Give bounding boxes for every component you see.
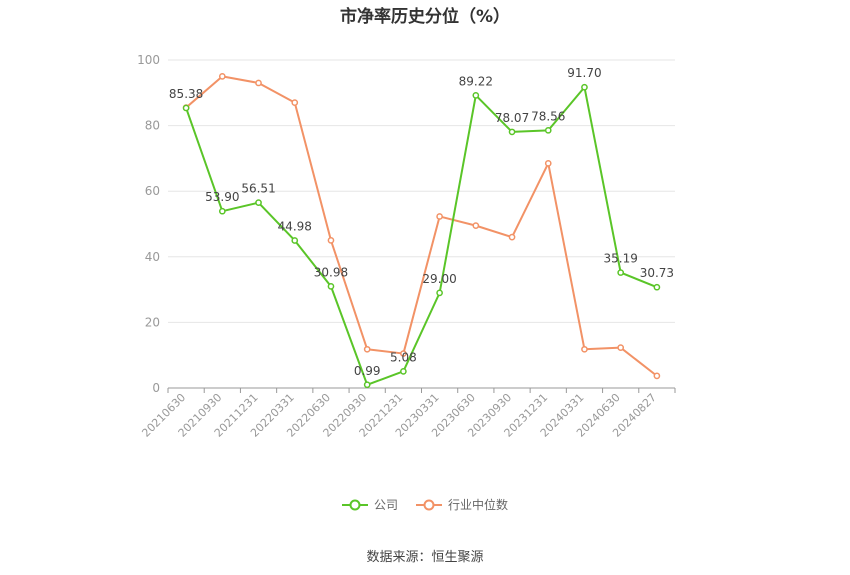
data-point-公司 <box>400 367 407 375</box>
legend-industry-median-label: 行业中位数 <box>448 498 509 512</box>
y-tick-label: 20 <box>145 315 160 329</box>
data-label: 78.07 <box>495 111 529 125</box>
chart-title: 市净率历史分位（%） <box>339 7 511 27</box>
data-point-公司 <box>472 92 480 99</box>
legend-company-label: 公司 <box>373 498 398 512</box>
data-point-公司 <box>291 237 299 244</box>
data-point-行业中位数 <box>544 159 552 167</box>
legend-company-icon <box>341 499 368 510</box>
legend-industry-median-icon <box>416 499 442 510</box>
data-label: 0.99 <box>354 364 381 378</box>
data-label: 85.38 <box>169 87 203 101</box>
data-point-公司 <box>218 207 226 215</box>
data-point-行业中位数 <box>508 233 516 241</box>
data-point-行业中位数 <box>363 345 371 353</box>
legend-item-industry-median[interactable]: 行业中位数 <box>416 496 508 513</box>
data-point-公司 <box>436 289 443 297</box>
data-point-公司 <box>581 83 588 91</box>
data-label: 30.73 <box>640 266 674 280</box>
data-label: 91.70 <box>567 66 601 80</box>
data-label: 35.19 <box>603 252 637 266</box>
y-tick-label: 100 <box>137 53 160 67</box>
data-point-公司 <box>327 283 335 290</box>
data-point-公司 <box>508 128 516 136</box>
data-point-行业中位数 <box>472 222 480 229</box>
data-label: 56.51 <box>241 182 275 196</box>
data-point-行业中位数 <box>436 213 443 220</box>
data-point-行业中位数 <box>327 237 335 244</box>
data-point-行业中位数 <box>581 345 588 353</box>
data-point-公司 <box>255 199 262 206</box>
data-label: 44.98 <box>278 219 312 233</box>
data-label: 5.08 <box>390 350 417 364</box>
series-line-行业中位数 <box>185 75 658 377</box>
data-label: 53.90 <box>205 190 239 204</box>
data-point-公司 <box>617 269 625 276</box>
data-source: 数据来源：恒生聚源 <box>366 550 484 565</box>
y-tick-label: 60 <box>145 184 160 198</box>
data-point-行业中位数 <box>400 350 407 357</box>
y-tick-label: 0 <box>152 381 160 395</box>
data-label: 89.22 <box>459 74 493 88</box>
data-point-公司 <box>653 283 661 291</box>
data-point-行业中位数 <box>255 79 262 87</box>
data-label: 29.00 <box>422 272 456 286</box>
data-point-行业中位数 <box>617 344 625 352</box>
legend: 公司 行业中位数 <box>0 496 850 513</box>
data-point-行业中位数 <box>218 73 226 80</box>
data-point-行业中位数 <box>291 99 299 106</box>
data-label: 78.56 <box>531 109 565 123</box>
data-point-行业中位数 <box>653 372 661 380</box>
data-point-公司 <box>544 126 552 134</box>
data-point-公司 <box>363 381 371 389</box>
y-tick-label: 80 <box>145 119 160 133</box>
y-tick-label: 40 <box>145 250 160 264</box>
legend-item-company[interactable]: 公司 <box>341 496 398 513</box>
data-point-公司 <box>182 104 190 112</box>
data-label: 30.98 <box>314 265 348 279</box>
series-line-公司 <box>185 86 658 386</box>
